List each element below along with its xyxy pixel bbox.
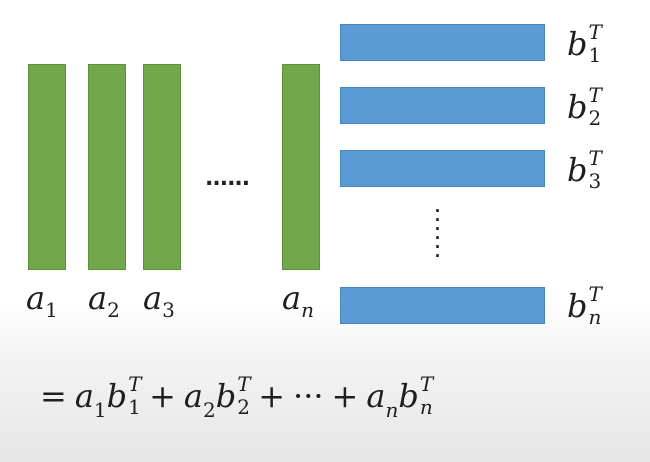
label-a1: a1 — [26, 279, 58, 322]
row-vector-bn — [340, 287, 545, 324]
row-vector-b3 — [340, 150, 545, 187]
label-a2: a2 — [88, 279, 120, 322]
label-an: an — [282, 279, 314, 322]
vertical-ellipsis: · · · · · · — [434, 202, 441, 265]
horizontal-ellipsis: ...... — [205, 166, 250, 191]
label-a3: a3 — [143, 279, 175, 322]
column-vector-a3 — [143, 64, 181, 270]
column-vector-a2 — [88, 64, 126, 270]
column-vector-an — [282, 64, 320, 270]
row-vector-b2 — [340, 87, 545, 124]
column-vector-a1 — [28, 64, 66, 270]
row-vector-b1 — [340, 24, 545, 61]
